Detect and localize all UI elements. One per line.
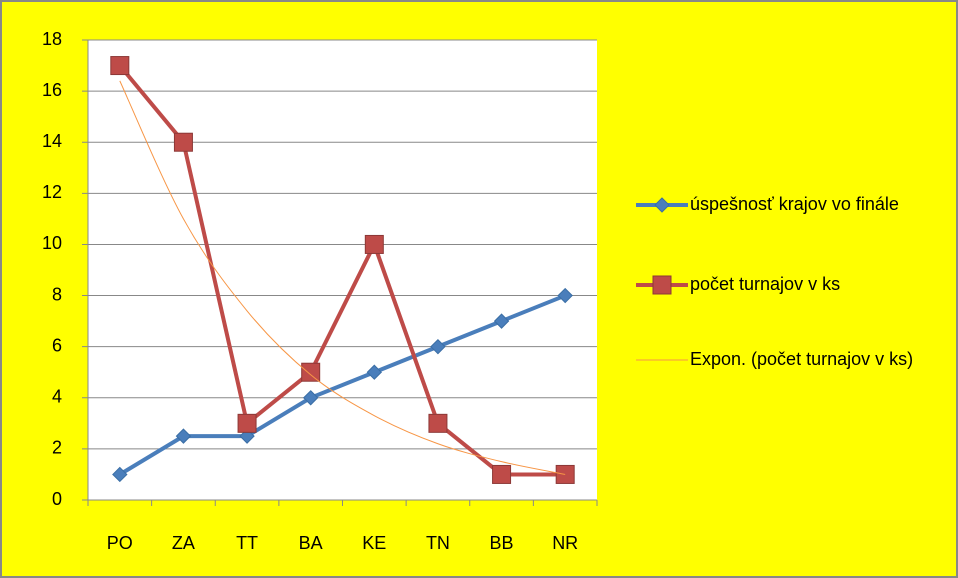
point: [173, 132, 193, 152]
y-tick-label: 6: [52, 335, 62, 355]
point: [364, 234, 384, 254]
point: [301, 362, 321, 382]
point: [366, 364, 383, 380]
point: [493, 313, 510, 329]
legend-marker: [652, 275, 672, 295]
series-line: [119, 80, 566, 475]
y-tick-label: 12: [42, 182, 62, 202]
y-tick-label: 8: [52, 284, 62, 304]
x-tick-label: TT: [236, 533, 258, 553]
point: [237, 413, 257, 433]
x-tick-label: TN: [426, 533, 450, 553]
legend-label: úspešnosť krajov vo finále: [690, 194, 899, 214]
series-line: [118, 64, 566, 477]
plot-area: [88, 40, 597, 500]
legend-label: počet turnajov v ks: [690, 274, 841, 294]
point: [428, 413, 448, 433]
y-tick-label: 14: [42, 131, 62, 151]
y-tick-label: 2: [52, 438, 62, 458]
legend-marker: [654, 197, 670, 213]
y-tick-label: 0: [52, 489, 62, 509]
y-tick-label: 16: [42, 80, 62, 100]
point: [112, 466, 128, 483]
legend-label: Expon. (počet turnajov v ks): [690, 349, 914, 369]
y-tick-label: 18: [42, 29, 62, 49]
x-tick-label: BA: [299, 533, 323, 553]
point: [430, 338, 446, 355]
y-tick-label: 10: [42, 233, 62, 253]
x-tick-label: KE: [362, 533, 386, 553]
y-tick-label: 4: [52, 387, 62, 407]
x-tick-label: NR: [552, 533, 578, 553]
point: [492, 464, 512, 484]
x-tick-label: PO: [107, 533, 133, 553]
point: [110, 56, 130, 76]
point: [302, 390, 319, 406]
point: [175, 428, 192, 444]
series-line: [118, 293, 566, 477]
x-tick-label: ZA: [172, 533, 195, 553]
x-tick-label: BB: [490, 533, 514, 553]
point: [557, 287, 573, 304]
